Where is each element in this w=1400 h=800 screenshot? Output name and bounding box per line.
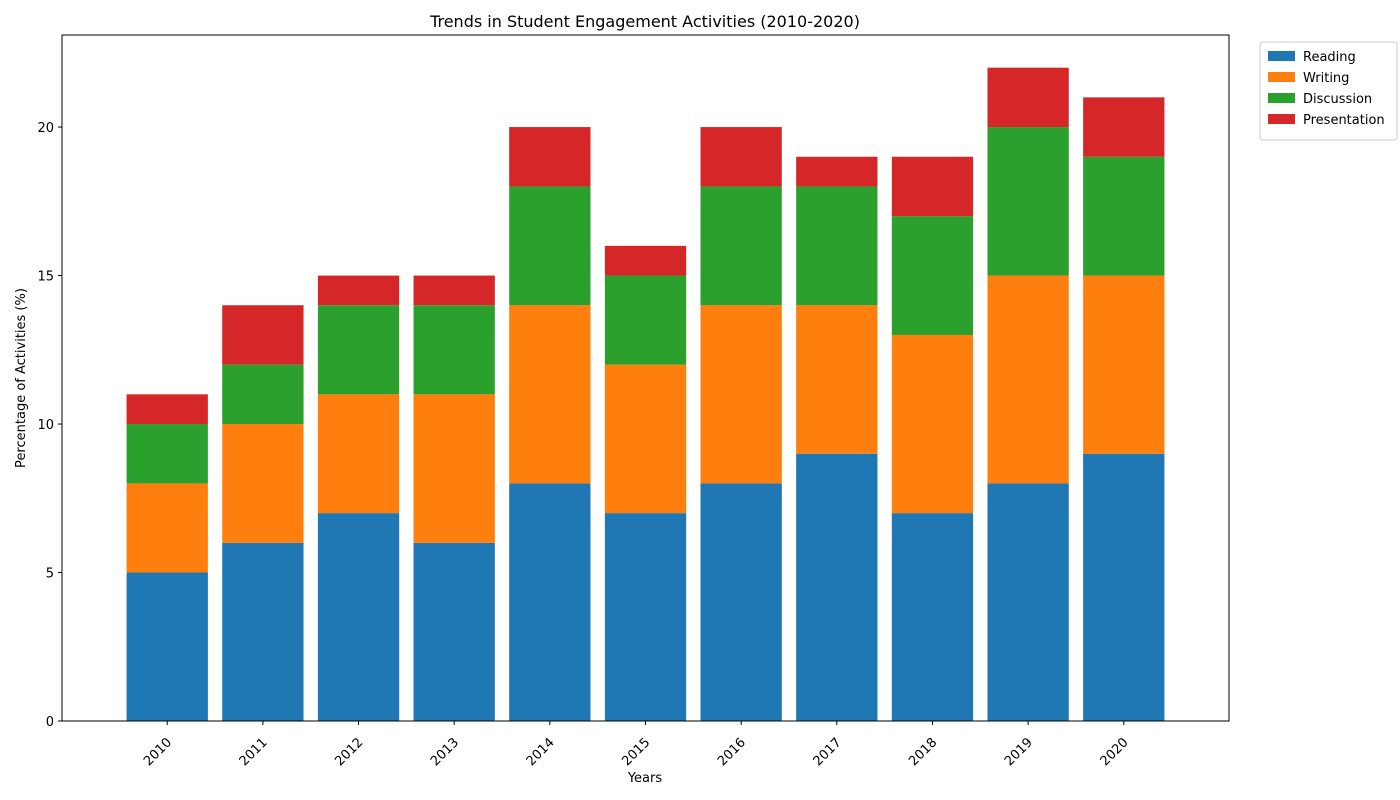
x-axis-label: Years bbox=[627, 771, 663, 786]
bar-writing-2013 bbox=[413, 394, 495, 543]
bar-reading-2016 bbox=[700, 483, 782, 721]
bar-discussion-2014 bbox=[509, 186, 591, 306]
bar-presentation-2015 bbox=[604, 245, 687, 276]
bar-presentation-2013 bbox=[413, 275, 495, 306]
y-axis-label: Percentage of Activities (%) bbox=[14, 288, 29, 468]
bar-reading-2018 bbox=[891, 513, 974, 721]
bar-presentation-2019 bbox=[987, 67, 1069, 128]
bar-writing-2016 bbox=[700, 305, 782, 484]
legend-swatch-discussion bbox=[1268, 93, 1295, 103]
x-tick-label: 2018 bbox=[906, 735, 940, 769]
x-tick-label: 2013 bbox=[428, 735, 462, 769]
bar-writing-2010 bbox=[126, 483, 208, 573]
x-tick-label: 2012 bbox=[332, 735, 366, 769]
bar-presentation-2020 bbox=[1083, 97, 1165, 157]
bar-writing-2015 bbox=[604, 364, 687, 514]
bar-discussion-2013 bbox=[413, 305, 495, 395]
bar-discussion-2018 bbox=[891, 216, 974, 335]
y-tick-label: 10 bbox=[37, 418, 54, 433]
bar-discussion-2011 bbox=[222, 364, 304, 425]
bar-writing-2014 bbox=[509, 305, 591, 484]
bar-writing-2011 bbox=[222, 424, 304, 543]
bar-discussion-2016 bbox=[700, 186, 782, 306]
y-tick-label: 20 bbox=[37, 121, 54, 136]
x-tick-label: 2010 bbox=[141, 735, 175, 769]
x-tick-label: 2015 bbox=[619, 735, 653, 769]
bar-discussion-2015 bbox=[604, 275, 687, 365]
bar-writing-2018 bbox=[891, 334, 974, 514]
legend-label-reading: Reading bbox=[1303, 50, 1356, 65]
legend-swatch-presentation bbox=[1268, 114, 1295, 124]
bar-discussion-2020 bbox=[1083, 156, 1165, 276]
bar-presentation-2011 bbox=[222, 305, 304, 365]
bar-reading-2013 bbox=[413, 542, 495, 721]
legend: Reading Writing Discussion Presentation bbox=[1259, 41, 1398, 141]
x-tick-label: 2019 bbox=[1002, 735, 1036, 769]
bar-reading-2011 bbox=[222, 542, 304, 721]
bar-reading-2010 bbox=[126, 572, 208, 721]
bar-writing-2020 bbox=[1083, 275, 1165, 454]
x-tick-label: 2020 bbox=[1098, 735, 1132, 769]
bar-discussion-2010 bbox=[126, 424, 208, 484]
x-tick-label: 2016 bbox=[715, 735, 749, 769]
bar-discussion-2017 bbox=[796, 186, 878, 306]
y-tick-label: 5 bbox=[46, 567, 54, 582]
bar-reading-2020 bbox=[1083, 453, 1165, 721]
legend-label-presentation: Presentation bbox=[1303, 113, 1385, 128]
bar-reading-2012 bbox=[317, 513, 400, 721]
x-tick-label: 2017 bbox=[811, 735, 845, 769]
bar-writing-2019 bbox=[987, 275, 1069, 484]
x-tick-label: 2011 bbox=[237, 735, 271, 769]
bar-writing-2017 bbox=[796, 305, 878, 454]
y-tick-label: 0 bbox=[46, 715, 54, 730]
bar-presentation-2014 bbox=[509, 127, 591, 187]
bar-discussion-2012 bbox=[317, 305, 400, 395]
x-tick-label: 2014 bbox=[524, 735, 558, 769]
bar-reading-2019 bbox=[987, 483, 1069, 721]
legend-swatch-reading bbox=[1268, 51, 1295, 61]
bar-reading-2014 bbox=[509, 483, 591, 721]
y-tick-label: 15 bbox=[37, 270, 54, 285]
legend-label-writing: Writing bbox=[1303, 71, 1349, 86]
legend-label-discussion: Discussion bbox=[1303, 92, 1372, 107]
chart-title: Trends in Student Engagement Activities … bbox=[429, 12, 860, 31]
bar-writing-2012 bbox=[317, 394, 400, 514]
bar-discussion-2019 bbox=[987, 127, 1069, 276]
bar-reading-2015 bbox=[604, 513, 687, 721]
bar-presentation-2016 bbox=[700, 127, 782, 187]
bar-presentation-2018 bbox=[891, 156, 974, 217]
bar-presentation-2010 bbox=[126, 394, 208, 425]
bars-layer bbox=[126, 67, 1165, 721]
legend-swatch-writing bbox=[1268, 72, 1295, 82]
bar-reading-2017 bbox=[796, 453, 878, 721]
bar-presentation-2012 bbox=[317, 275, 400, 306]
bar-presentation-2017 bbox=[796, 156, 878, 187]
